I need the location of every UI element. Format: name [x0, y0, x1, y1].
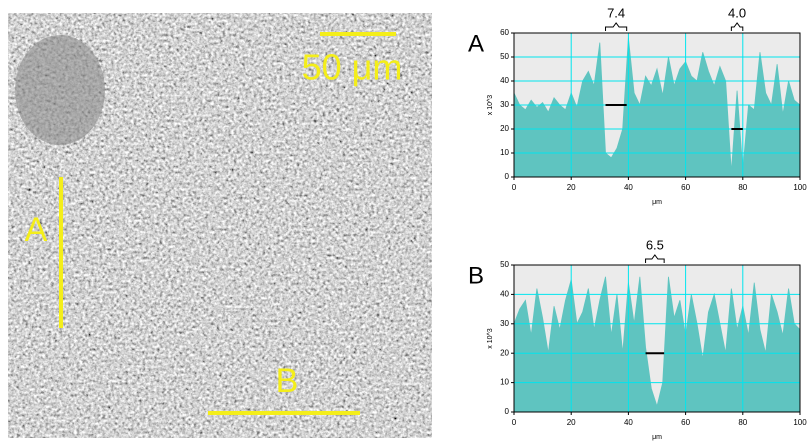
x-tick-label: 0 — [512, 418, 517, 427]
y-tick-label: 0 — [505, 407, 510, 416]
y-axis-label: x 10^3 — [487, 328, 494, 349]
x-tick-label: 20 — [567, 418, 576, 427]
x-tick-label: 60 — [681, 183, 690, 192]
y-tick-label: 0 — [505, 172, 510, 181]
panel-label: B — [468, 262, 484, 289]
y-tick-label: 10 — [500, 148, 509, 157]
profile-area — [513, 276, 801, 413]
y-tick-label: 30 — [500, 100, 509, 109]
y-tick-label: 20 — [500, 348, 509, 357]
y-tick-label: 40 — [500, 290, 509, 299]
plot-frame — [513, 32, 801, 178]
x-tick-label: 60 — [681, 418, 690, 427]
bracket — [605, 22, 628, 31]
sem-particle — [15, 35, 105, 145]
y-tick-label: 60 — [500, 28, 509, 37]
plot-frame — [513, 264, 801, 413]
x-tick-label: 80 — [738, 418, 747, 427]
x-tick-label: 40 — [624, 418, 633, 427]
x-tick-label: 20 — [567, 183, 576, 192]
y-tick-label: 50 — [500, 52, 509, 61]
scale-bar-label: 50 μm — [302, 47, 403, 88]
measure-label: 6.5 — [646, 237, 664, 252]
x-axis-label: μm — [652, 199, 662, 206]
y-tick-label: 20 — [500, 124, 509, 133]
y-tick-label: 10 — [500, 378, 509, 387]
profile-area — [513, 37, 801, 178]
y-tick-label: 40 — [500, 76, 509, 85]
panel-label: A — [468, 30, 484, 57]
y-axis-label: x 10^3 — [487, 95, 494, 116]
sem-image: 50 μm A B — [8, 13, 432, 438]
y-tick-label: 30 — [500, 319, 509, 328]
measure-label: 7.4 — [607, 5, 625, 20]
x-tick-label: 100 — [793, 183, 807, 192]
x-tick-label: 80 — [738, 183, 747, 192]
x-tick-label: 40 — [624, 183, 633, 192]
y-tick-label: 50 — [500, 260, 509, 269]
measure-label: 4.0 — [728, 5, 746, 20]
x-tick-label: 100 — [793, 418, 807, 427]
line-b-label: B — [276, 362, 299, 400]
x-tick-label: 0 — [512, 183, 517, 192]
line-a-label: A — [25, 211, 48, 249]
bracket — [730, 22, 744, 31]
bracket — [645, 254, 665, 263]
x-axis-label: μm — [652, 434, 662, 441]
